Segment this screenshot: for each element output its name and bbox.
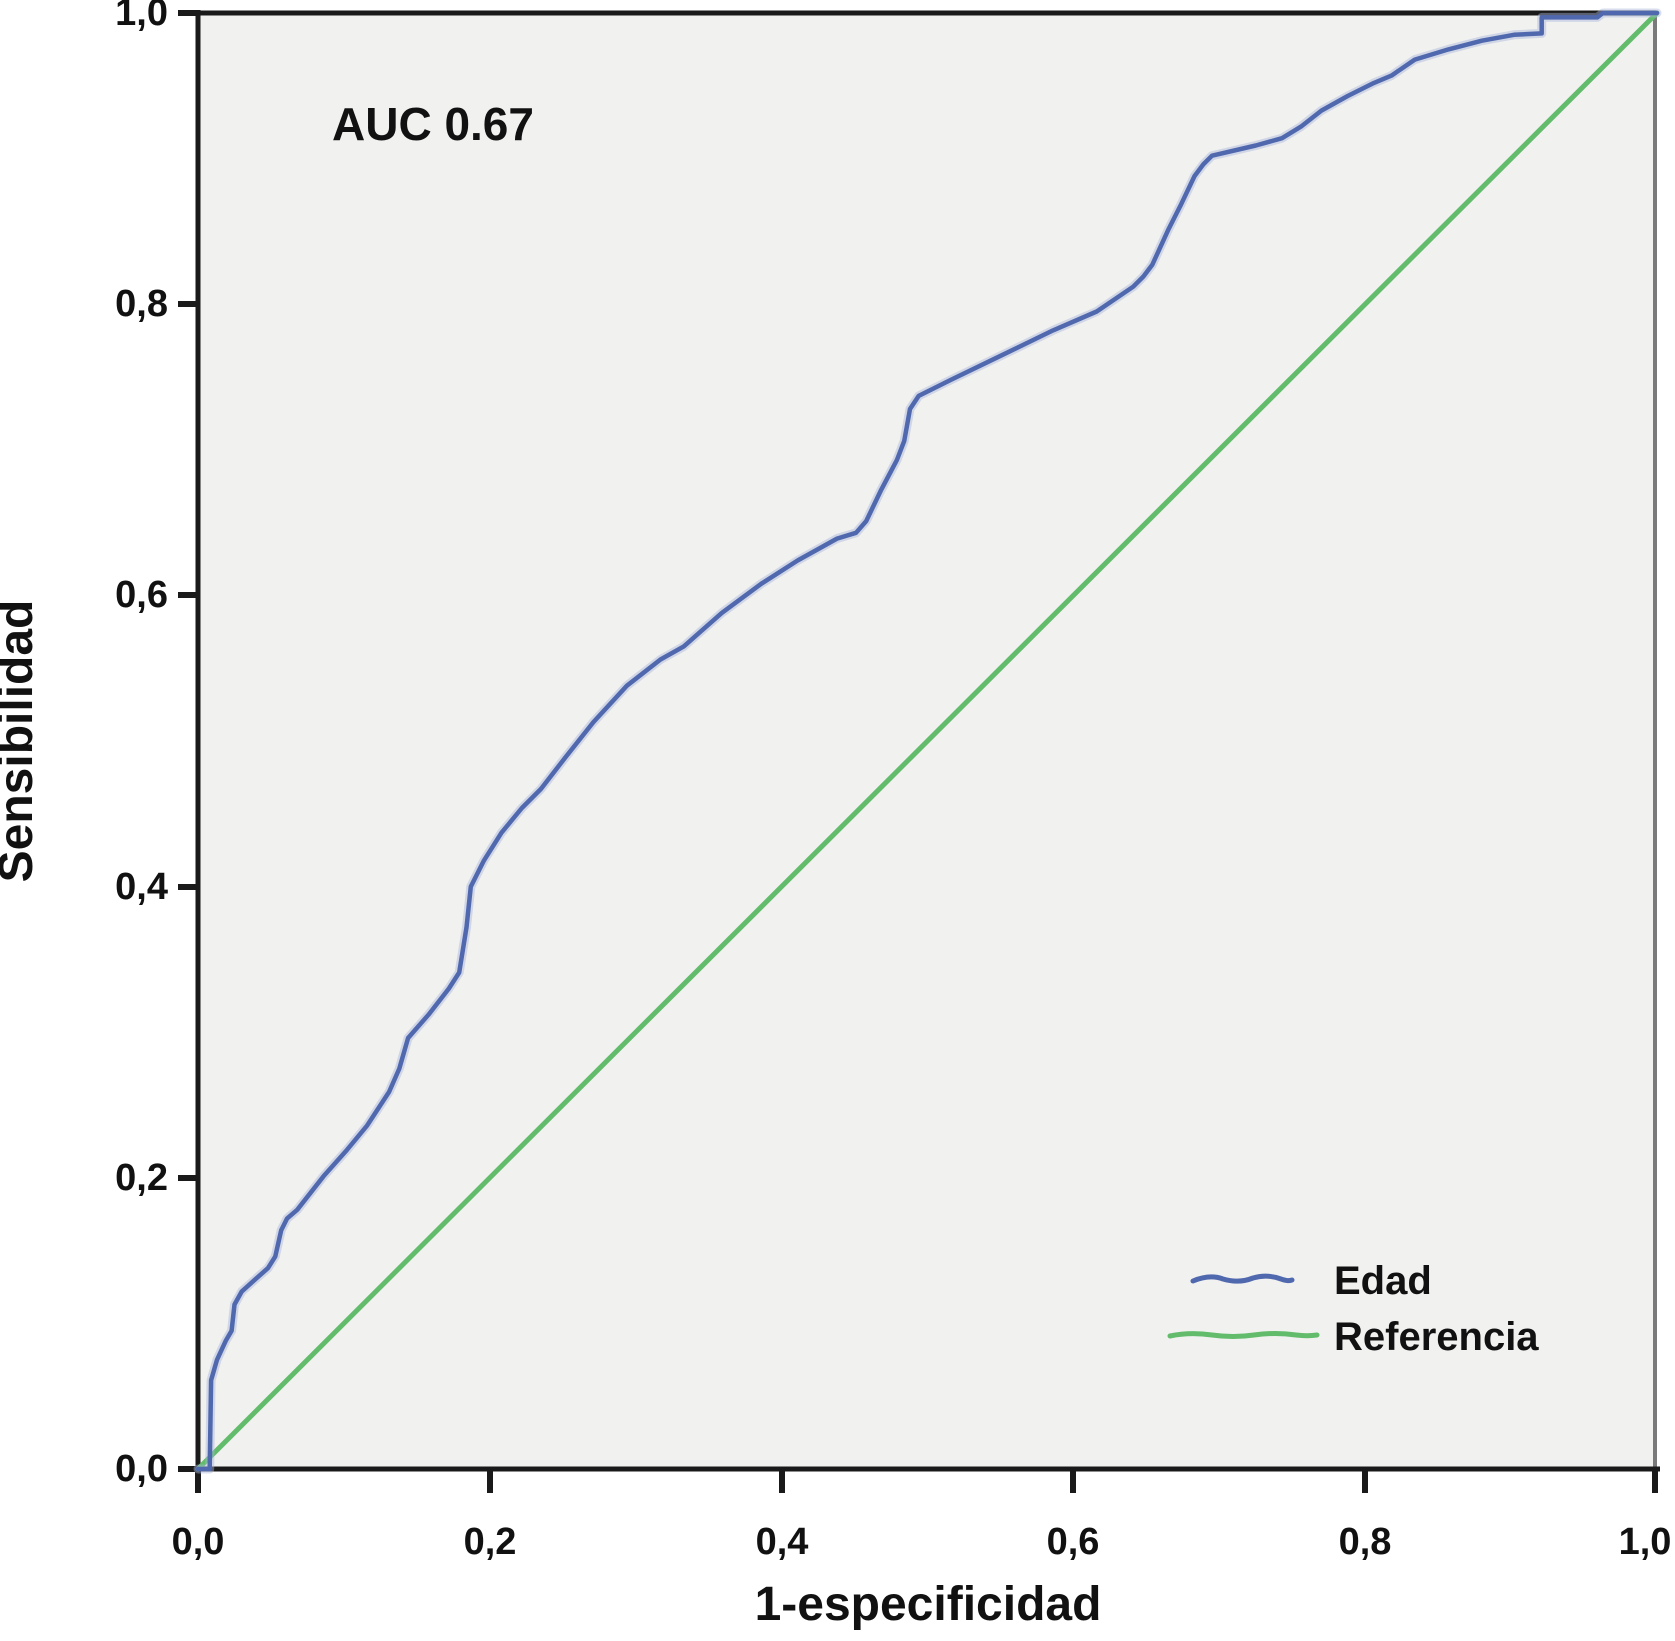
y-tick-label: 0,4 [115,866,168,908]
y-tick-label: 1,0 [115,0,168,34]
y-axis-title: Sensibilidad [0,600,43,883]
roc-curve-edad [195,10,1660,1472]
x-tick-label: 0,6 [1047,1521,1100,1563]
y-tick-labels: 1,0 0,8 0,6 0,4 0,2 0,0 [115,0,168,1490]
y-tick-label: 0,2 [115,1157,168,1199]
y-tick-label: 0,6 [115,574,168,616]
x-tick-label: 0,8 [1339,1521,1392,1563]
legend-label-referencia: Referencia [1334,1315,1539,1359]
legend: Edad Referencia [1167,1259,1539,1359]
auc-annotation: AUC 0.67 [332,98,534,150]
x-axis-title: 1-especificidad [755,1578,1102,1631]
x-tick-label: 1,0 [1619,1521,1672,1563]
y-tick-marks [178,10,198,1472]
legend-line-edad [1190,1273,1295,1284]
y-tick-label: 0,8 [115,283,168,325]
legend-label-edad: Edad [1334,1259,1432,1303]
x-tick-marks [195,1469,1658,1493]
x-tick-labels: 0,0 0,2 0,4 0,6 0,8 1,0 [172,1521,1672,1563]
x-tick-label: 0,0 [172,1521,225,1563]
y-tick-label: 0,0 [115,1448,168,1490]
legend-line-referencia [1167,1331,1320,1339]
x-tick-label: 0,4 [756,1521,809,1563]
reference-line [195,10,1660,1472]
x-tick-label: 0,2 [464,1521,517,1563]
